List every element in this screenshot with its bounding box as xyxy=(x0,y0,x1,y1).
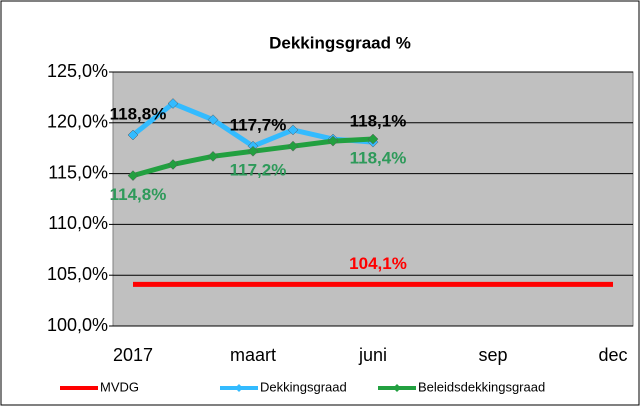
y-tick-label: 115,0% xyxy=(48,162,108,182)
marker xyxy=(327,135,339,147)
x-tick-label: juni xyxy=(358,345,387,365)
chart-title: Dekkingsgraad % xyxy=(269,33,411,52)
marker xyxy=(207,150,219,162)
x-tick-label: 2017 xyxy=(113,345,153,365)
y-tick-label: 105,0% xyxy=(47,264,108,284)
data-label: 104,1% xyxy=(349,254,407,273)
marker xyxy=(167,98,179,109)
marker xyxy=(127,170,139,181)
y-tick-label: 125,0% xyxy=(47,61,108,81)
legend-label: Dekkingsgraad xyxy=(260,379,347,394)
marker xyxy=(287,124,299,136)
marker xyxy=(247,145,259,157)
data-label: 114,8% xyxy=(110,185,167,204)
marker xyxy=(127,129,139,141)
data-label: 118,4% xyxy=(350,149,407,168)
data-label: 118,1% xyxy=(350,112,407,131)
legend-label: Beleidsdekkingsgraad xyxy=(418,379,545,394)
x-tick-label: dec xyxy=(598,345,627,365)
marker xyxy=(167,159,179,170)
y-tick-label: 120,0% xyxy=(47,112,108,132)
x-tick-label: sep xyxy=(478,345,507,365)
legend-marker xyxy=(235,384,243,392)
marker xyxy=(287,140,299,152)
legend-marker xyxy=(393,384,401,392)
legend-label: MVDG xyxy=(100,379,139,394)
data-label: 117,7% xyxy=(230,116,287,135)
y-tick-label: 110,0% xyxy=(48,213,108,233)
marker xyxy=(367,133,379,145)
data-label: 118,8% xyxy=(110,104,167,123)
x-tick-label: maart xyxy=(230,345,276,365)
y-tick-label: 100,0% xyxy=(47,315,108,335)
marker xyxy=(207,114,219,126)
data-label: 117,2% xyxy=(230,161,287,180)
